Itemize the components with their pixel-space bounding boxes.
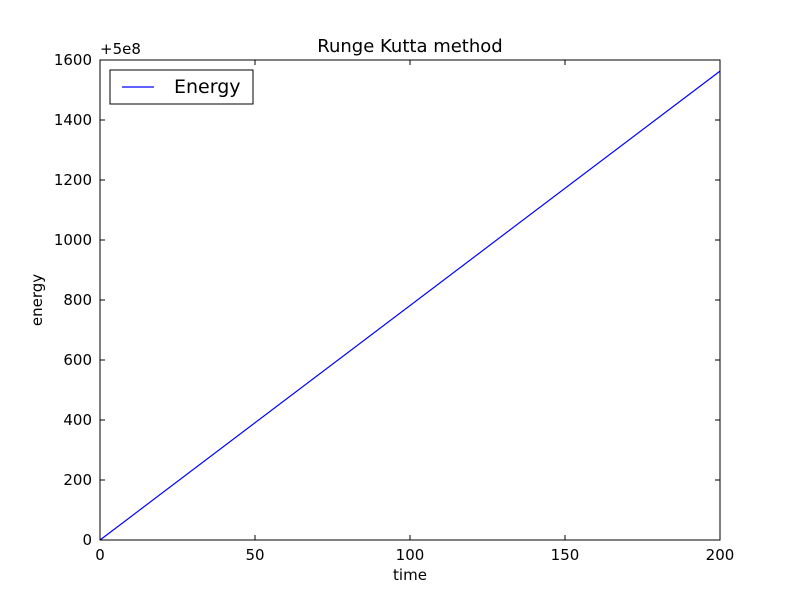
axes-frame	[99, 59, 721, 541]
y-tick-label-4: 800	[63, 291, 92, 309]
x-tick-label-1: 50	[245, 546, 264, 564]
x-axis-label: time	[393, 566, 427, 584]
y-tick-label-7: 1400	[54, 111, 92, 129]
x-tick-label-2: 100	[396, 546, 425, 564]
y-tick-label-6: 1200	[54, 171, 92, 189]
legend: Energy	[109, 69, 254, 105]
series-line-0	[99, 70, 721, 541]
y-tick-label-1: 200	[63, 471, 92, 489]
y-tick-label-0: 0	[82, 531, 92, 549]
x-tick-label-3: 150	[551, 546, 580, 564]
plot-area: 0 50 100 150 200 0 200 400 600 800 1000 1200 1400 160…	[54, 51, 735, 564]
y-offset-label: +5e8	[100, 40, 141, 58]
y-tick-label-5: 1000	[54, 231, 92, 249]
y-tick-label-8: 1600	[54, 51, 92, 69]
x-tick-label-4: 200	[706, 546, 735, 564]
chart-title: Runge Kutta method	[317, 36, 502, 57]
y-axis-label: energy	[28, 274, 46, 326]
y-tick-label-3: 600	[63, 351, 92, 369]
y-tick-label-2: 400	[63, 411, 92, 429]
legend-label-energy: Energy	[174, 76, 241, 98]
x-tick-label-0: 0	[95, 546, 105, 564]
